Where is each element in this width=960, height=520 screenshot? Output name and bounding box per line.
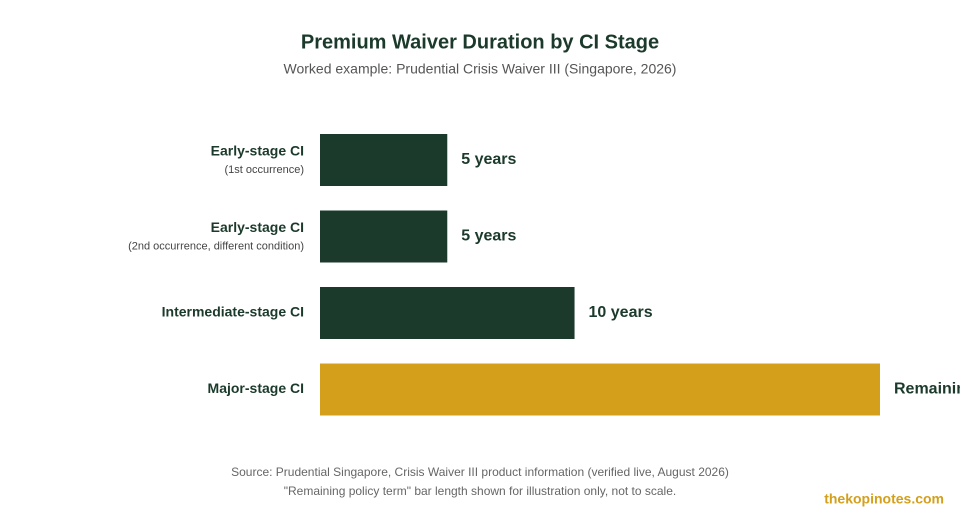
bar <box>320 210 448 263</box>
category-label: Intermediate-stage CI <box>162 304 304 320</box>
category-label: Early-stage CI <box>211 143 304 159</box>
value-label: 10 years <box>589 304 653 321</box>
value-label: 5 years <box>461 151 516 168</box>
bar <box>320 134 448 186</box>
chart-subtitle: Worked example: Prudential Crisis Waiver… <box>284 61 677 77</box>
chart-title: Premium Waiver Duration by CI Stage <box>301 31 659 53</box>
value-label: Remaining policy term <box>894 381 960 398</box>
footnote: Source: Prudential Singapore, Crisis Wai… <box>231 465 729 479</box>
category-sublabel: (1st occurrence) <box>225 164 304 176</box>
watermark: thekopinotes.com <box>824 491 944 507</box>
category-label: Major-stage CI <box>208 380 304 396</box>
bar <box>320 287 575 339</box>
value-label: 5 years <box>461 228 516 245</box>
footnote: "Remaining policy term" bar length shown… <box>284 484 676 498</box>
category-sublabel: (2nd occurrence, different condition) <box>128 240 304 252</box>
category-label: Early-stage CI <box>211 219 304 235</box>
bar <box>320 363 880 416</box>
